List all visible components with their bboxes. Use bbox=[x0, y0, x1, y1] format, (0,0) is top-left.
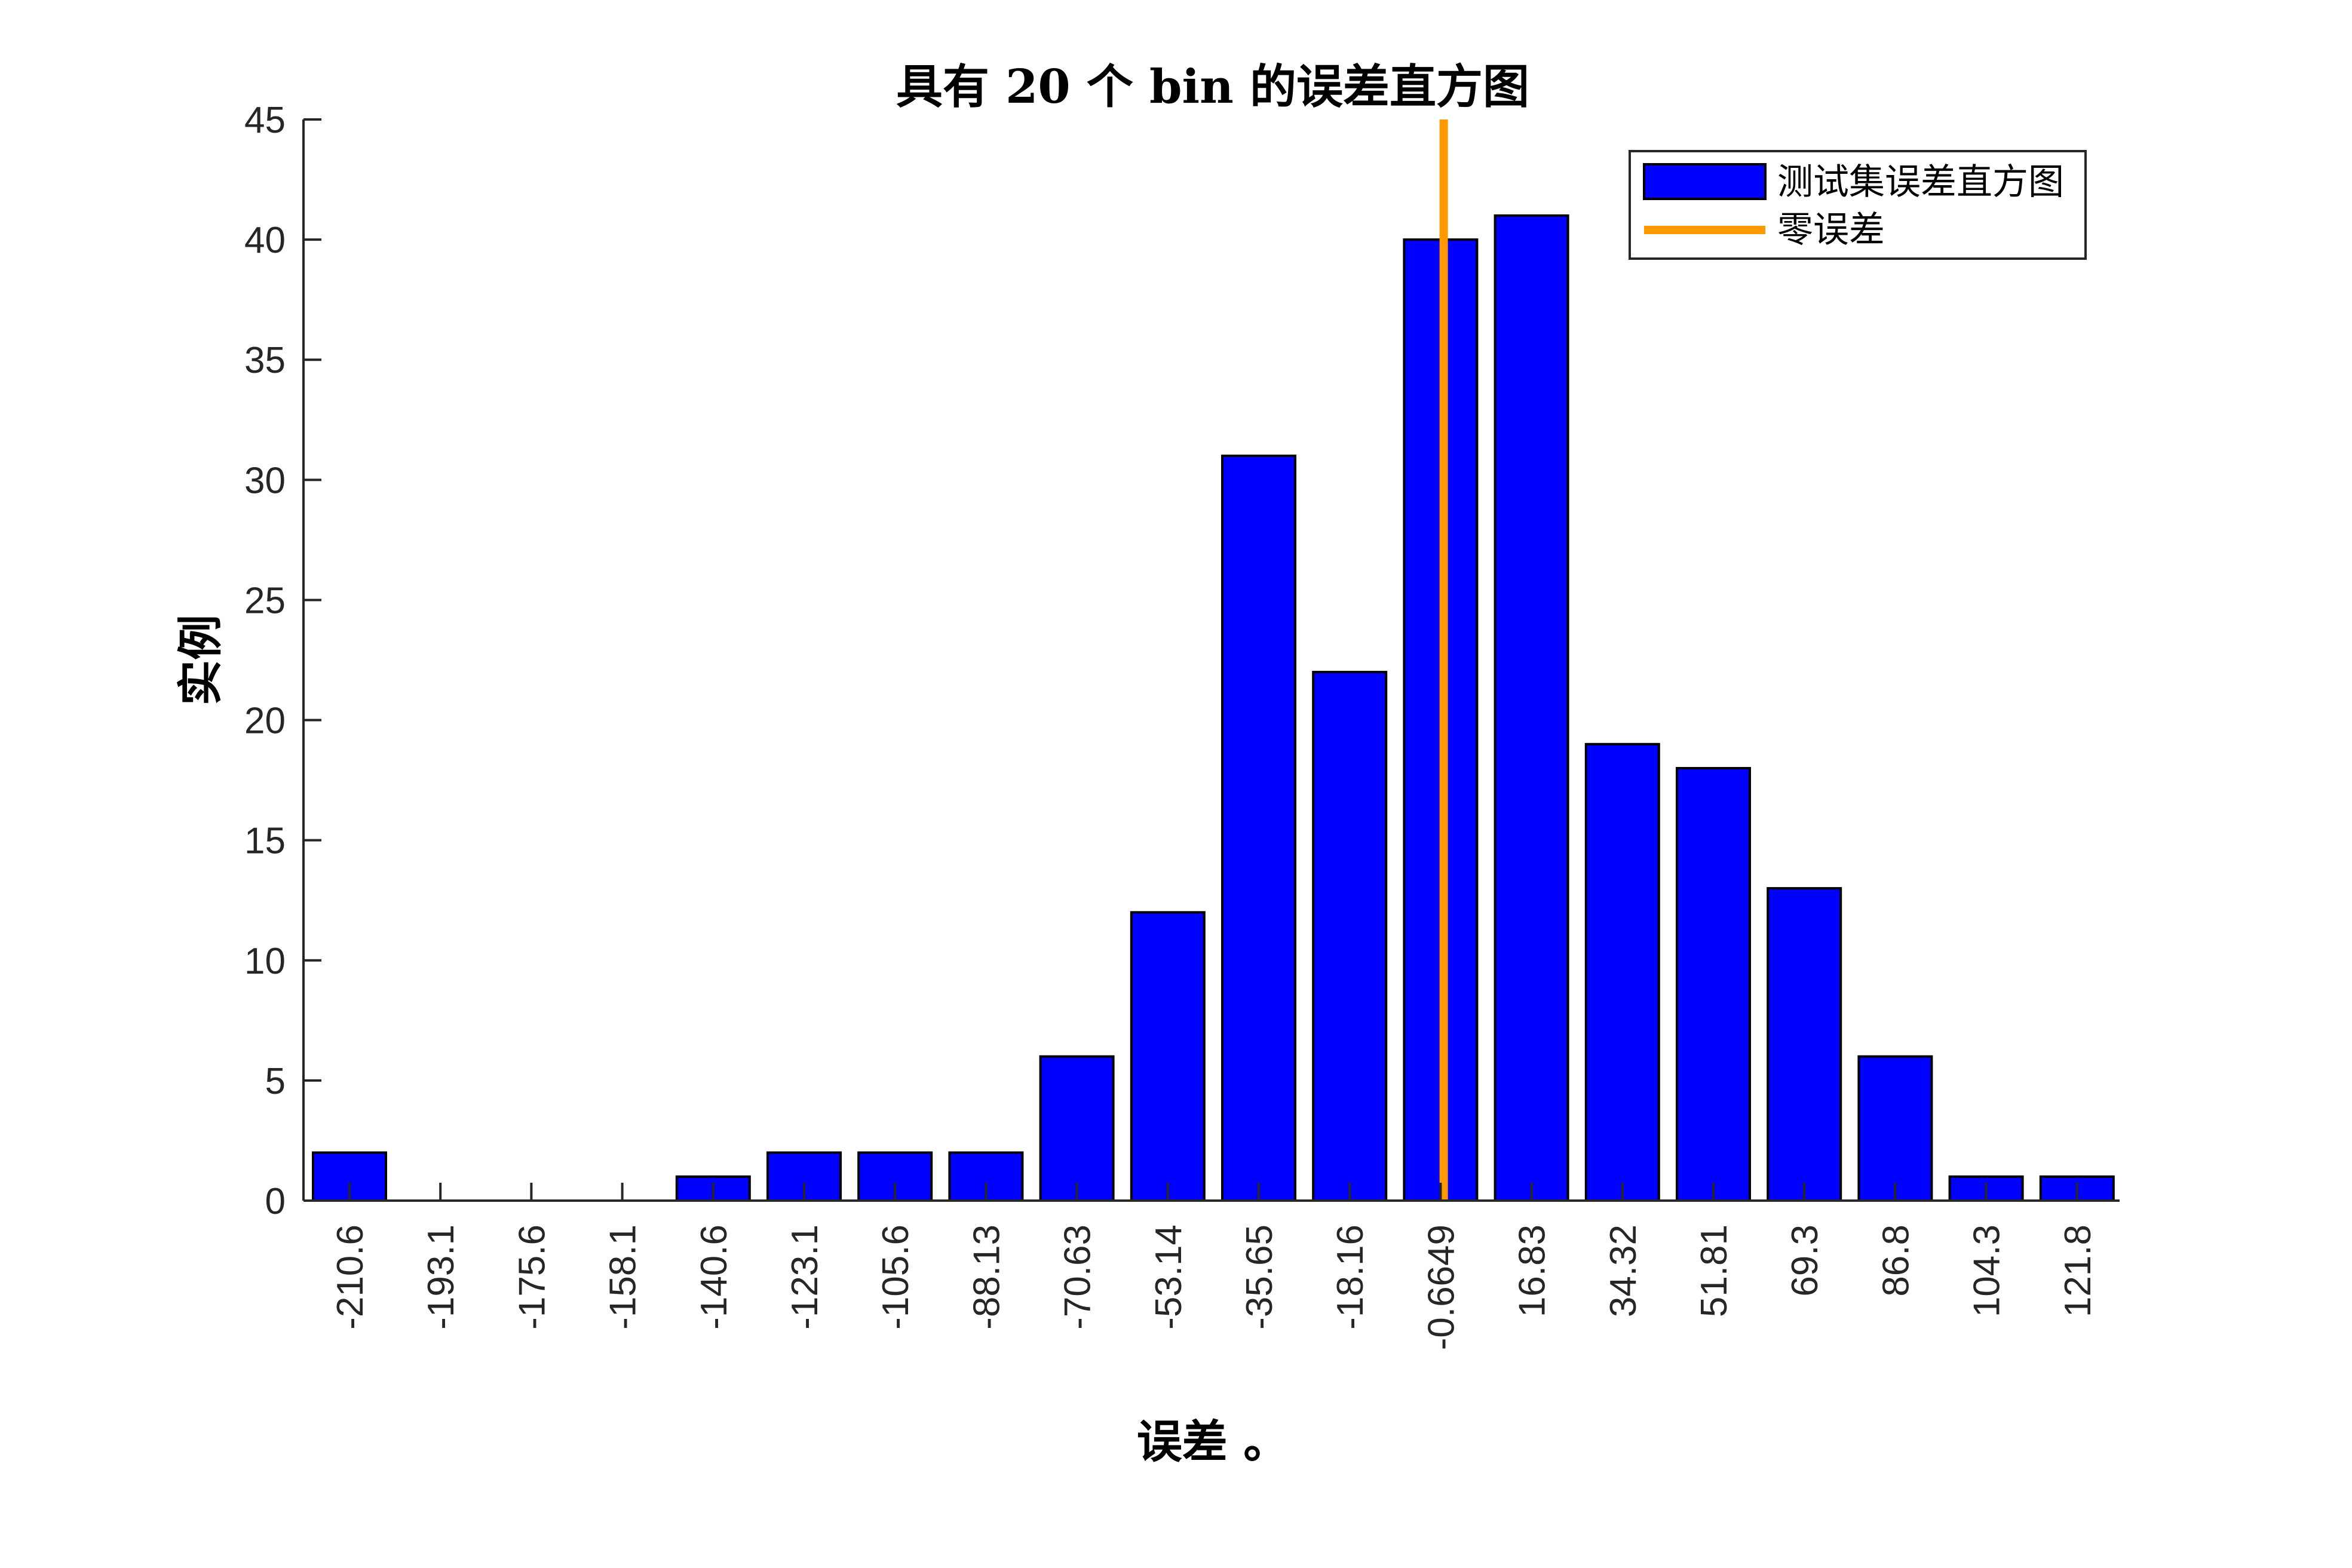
x-tick-label: -140.6 bbox=[694, 1225, 735, 1330]
histogram-bar bbox=[1584, 742, 1660, 1202]
y-tick-label: 30 bbox=[244, 460, 286, 501]
x-tick-labels: -210.6 -193.1 -175.6 -158.1 -140.6 -123.1 -105… bbox=[330, 1225, 2099, 1350]
y-tick-label: 10 bbox=[244, 941, 286, 982]
x-tick-label: -70.63 bbox=[1057, 1225, 1099, 1330]
x-tick-label: -88.13 bbox=[966, 1225, 1007, 1330]
x-tick-label: -123.1 bbox=[784, 1225, 826, 1330]
histogram-bar bbox=[1767, 887, 1842, 1202]
x-tick-label: -175.6 bbox=[511, 1225, 553, 1330]
y-tick-label: 35 bbox=[244, 340, 286, 381]
x-tick-label: 16.83 bbox=[1512, 1225, 1553, 1317]
x-tick-label: -105.6 bbox=[875, 1225, 916, 1330]
y-tick-label: 40 bbox=[244, 220, 286, 261]
x-tick-label: 69.3 bbox=[1784, 1225, 1826, 1297]
legend-patch-histogram bbox=[1643, 163, 1767, 200]
histogram-bar bbox=[1312, 671, 1388, 1202]
legend-label-zero: 零误差 bbox=[1777, 209, 1885, 251]
histogram-bar bbox=[1676, 767, 1751, 1202]
x-tick-label: -18.16 bbox=[1330, 1225, 1371, 1330]
y-tick-label: 0 bbox=[265, 1181, 286, 1222]
y-tick-label: 15 bbox=[244, 821, 286, 862]
y-axis-label: 实例 bbox=[174, 615, 227, 705]
y-tick-label: 20 bbox=[244, 701, 286, 742]
x-tick-label: 86.8 bbox=[1875, 1225, 1916, 1297]
x-tick-label: 51.81 bbox=[1694, 1225, 1735, 1317]
axes bbox=[302, 118, 2120, 1202]
x-tick-label: 34.32 bbox=[1603, 1225, 1644, 1317]
x-tick-label: -158.1 bbox=[603, 1225, 644, 1330]
bars-group bbox=[312, 214, 2115, 1202]
x-tick-label: 121.8 bbox=[2057, 1225, 2099, 1317]
x-tick-label: -35.65 bbox=[1239, 1225, 1280, 1330]
y-tick-label: 45 bbox=[244, 100, 286, 141]
x-tick-label: -210.6 bbox=[330, 1225, 371, 1330]
y-tick-labels: 0 5 10 15 20 25 30 35 40 45 bbox=[244, 100, 286, 1222]
chart-title: 具有 20 个 bin 的误差直方图 bbox=[896, 60, 1529, 114]
histogram-bar bbox=[1494, 214, 1569, 1202]
x-tick-label: -53.14 bbox=[1148, 1225, 1189, 1330]
legend: 测试集误差直方图 零误差 bbox=[1629, 150, 2087, 260]
x-tick-label: -0.6649 bbox=[1421, 1225, 1462, 1350]
y-tick-label: 25 bbox=[244, 580, 286, 621]
histogram-bar bbox=[1130, 911, 1206, 1202]
histogram-bar bbox=[1857, 1055, 1933, 1202]
legend-label-histogram: 测试集误差直方图 bbox=[1777, 161, 2064, 203]
x-tick-label: 104.3 bbox=[1967, 1225, 2008, 1317]
x-tick-label: -193.1 bbox=[421, 1225, 462, 1330]
histogram-bar bbox=[1039, 1055, 1115, 1202]
histogram-bar bbox=[1221, 455, 1296, 1202]
x-axis-label: 误差 。 bbox=[1137, 1415, 1289, 1468]
y-tick-label: 5 bbox=[265, 1061, 286, 1102]
